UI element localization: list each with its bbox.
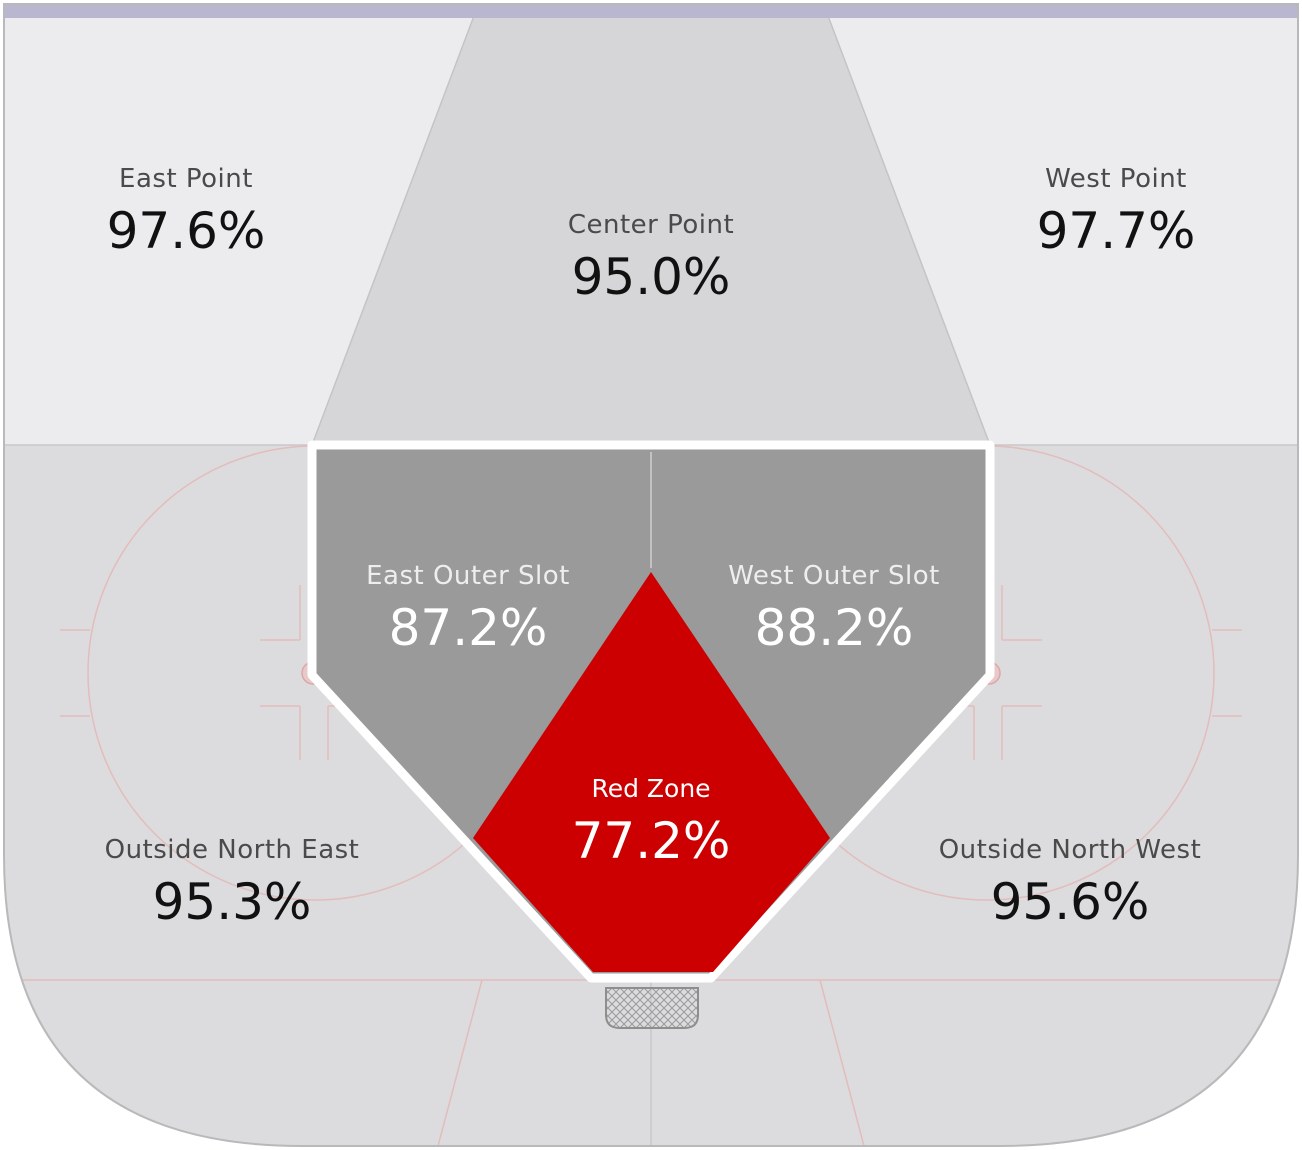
center-point-area xyxy=(312,4,990,445)
top-stripe xyxy=(4,4,1298,18)
outside-north-east-label: Outside North East xyxy=(105,835,360,865)
red-zone-area xyxy=(473,572,830,972)
center-point-label: Center Point xyxy=(568,210,734,240)
east-outer-slot-label: East Outer Slot xyxy=(366,561,570,591)
outside-north-east-value: 95.3% xyxy=(153,873,312,931)
red-zone-value: 77.2% xyxy=(572,812,731,870)
west-outer-slot-label: West Outer Slot xyxy=(728,561,940,591)
west-point-label: West Point xyxy=(1045,164,1187,194)
rink-boards xyxy=(3,3,1299,1147)
west-point-value: 97.7% xyxy=(1037,202,1196,260)
east-point-value: 97.6% xyxy=(107,202,266,260)
goal-net xyxy=(605,987,699,1029)
outside-north-west-label: Outside North West xyxy=(939,835,1202,865)
outside-north-west-value: 95.6% xyxy=(991,873,1150,931)
west-outer-slot-value: 88.2% xyxy=(755,599,914,657)
center-point-value: 95.0% xyxy=(572,248,731,306)
red-zone-label: Red Zone xyxy=(591,774,710,803)
east-point-label: East Point xyxy=(119,164,253,194)
east-outer-slot-value: 87.2% xyxy=(389,599,548,657)
